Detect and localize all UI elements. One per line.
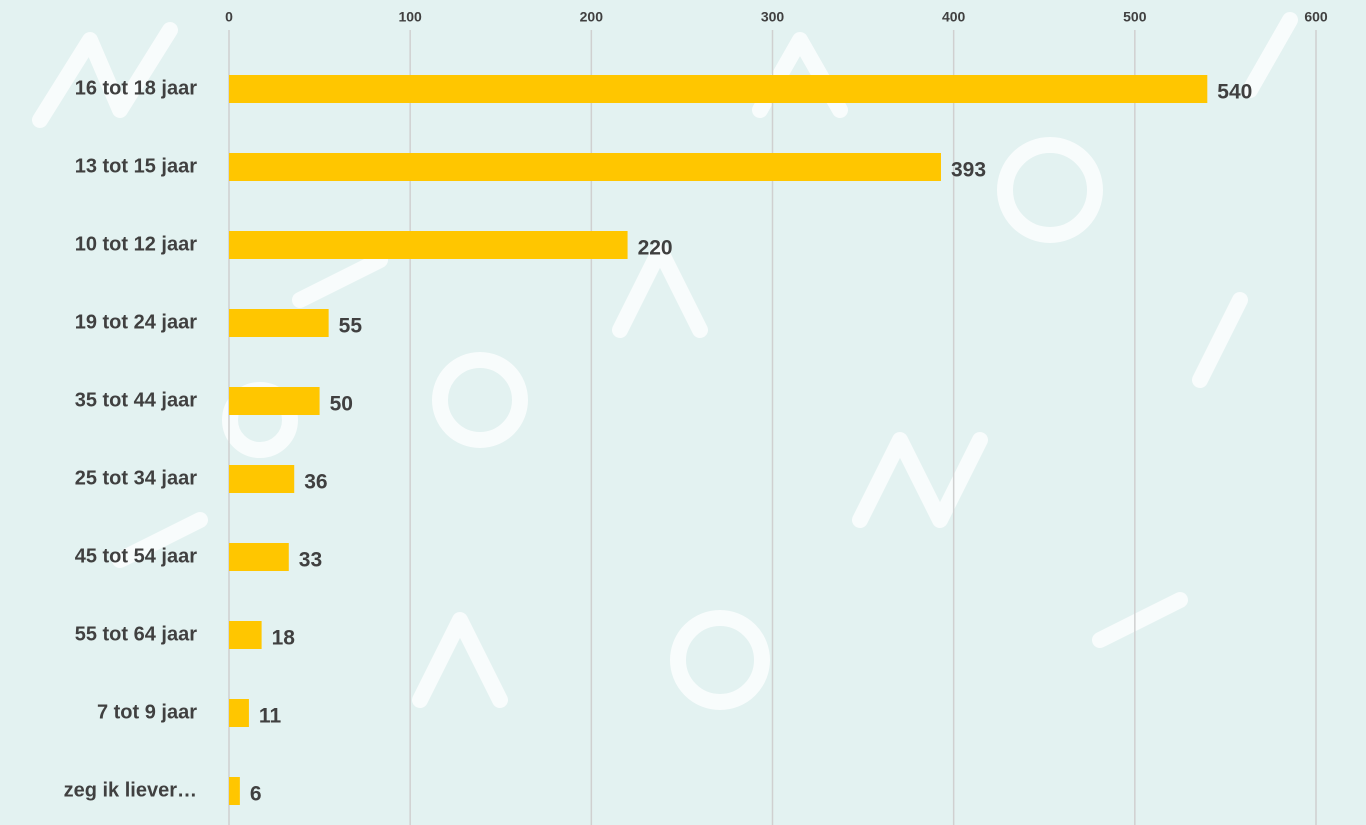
y-tick-label: 25 tot 34 jaar [75,467,198,489]
value-label: 540 [1217,81,1252,104]
bar [229,777,240,805]
bar [229,699,249,727]
y-tick-label: 45 tot 54 jaar [75,545,198,567]
y-tick-label: 35 tot 44 jaar [75,389,198,411]
value-label: 18 [272,627,296,650]
value-label: 220 [638,237,673,260]
y-tick-label: 55 tot 64 jaar [75,623,198,645]
x-tick-label: 100 [398,9,422,25]
page: {"chart_data": {"type": "bar", "orientat… [0,0,1366,825]
bar [229,543,289,571]
y-tick-label: 19 tot 24 jaar [75,311,198,333]
chart: 0 100 200 300 400 500 600 16 tot 18 jaar 540 13 t… [0,0,1366,825]
value-label: 55 [339,315,363,338]
value-label: 11 [259,705,282,728]
y-tick-label: 7 tot 9 jaar [97,701,197,723]
bar [229,387,320,415]
bar [229,465,294,493]
x-tick-label: 600 [1304,9,1328,25]
bar [229,231,628,259]
y-tick-label: 10 tot 12 jaar [75,233,198,255]
x-tick-label: 500 [1123,9,1147,25]
y-tick-label: zeg ik liever… [64,779,197,801]
x-tick-label: 200 [580,9,604,25]
bar [229,309,329,337]
bar [229,621,262,649]
value-label: 36 [304,471,327,494]
value-label: 33 [299,549,322,572]
x-tick-label: 0 [225,9,233,25]
value-label: 50 [330,393,353,416]
x-tick-label: 400 [942,9,966,25]
y-tick-label: 13 tot 15 jaar [75,155,198,177]
background-pattern [40,20,1290,702]
x-tick-label: 300 [761,9,785,25]
value-label: 393 [951,159,986,182]
value-label: 6 [250,783,262,806]
y-tick-label: 16 tot 18 jaar [75,77,198,99]
bar [229,153,941,181]
bar [229,75,1207,103]
